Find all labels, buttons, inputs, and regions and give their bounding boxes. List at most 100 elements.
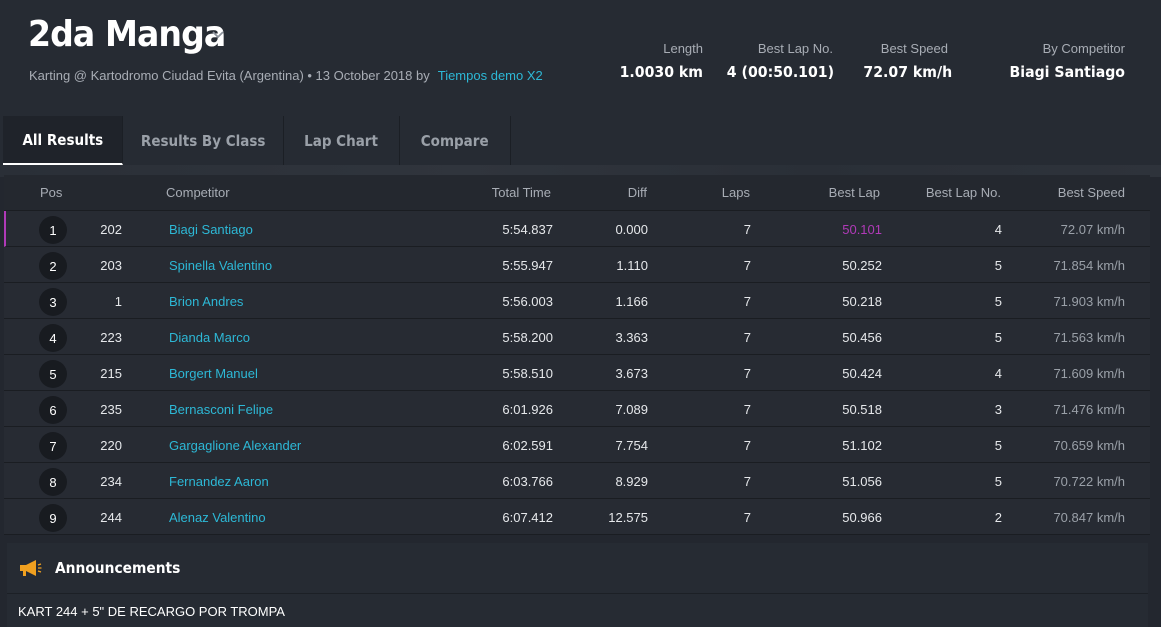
column-header-laps[interactable]: Laps [721, 185, 750, 200]
laps: 7 [743, 330, 751, 345]
total-time: 5:54.837 [502, 222, 553, 237]
best-speed: 71.563 km/h [1053, 330, 1125, 345]
table-row[interactable]: 6 235 Bernasconi Felipe 6:01.926 7.089 7 50.51… [4, 391, 1150, 427]
column-header-competitor[interactable]: Competitor [166, 185, 230, 200]
laps: 7 [743, 222, 751, 237]
diff: 3.363 [615, 330, 648, 345]
table-row[interactable]: 4 223 Dianda Marco 5:58.200 3.363 7 50.456 5 71.… [4, 319, 1150, 355]
best-lap-no: 5 [994, 330, 1002, 345]
best-lap: 50.252 [842, 258, 882, 273]
best-lap: 50.424 [842, 366, 882, 381]
diff: 1.166 [615, 294, 648, 309]
stat-best-speed: Best Speed 72.07 km/h [858, 41, 952, 81]
position-badge: 8 [39, 468, 67, 496]
best-speed: 71.476 km/h [1053, 402, 1125, 417]
kart-number: 215 [100, 366, 122, 381]
total-time: 6:07.412 [502, 510, 553, 525]
laps: 7 [743, 510, 751, 525]
best-lap-no: 4 [994, 366, 1002, 381]
results-tabs: All Results Results By Class Lap Chart C… [0, 116, 1161, 165]
best-lap-no: 4 [994, 222, 1002, 237]
chevron-down-icon[interactable] [210, 26, 232, 48]
kart-number: 235 [100, 402, 122, 417]
organizer-link[interactable]: Tiempos demo X2 [437, 68, 543, 83]
stat-value: Biagi Santiago [1009, 63, 1125, 81]
event-info: Karting @ Kartodromo Ciudad Evita (Argen… [29, 68, 430, 83]
best-speed: 71.854 km/h [1053, 258, 1125, 273]
announcements-header: Announcements [7, 543, 1148, 594]
column-header-best-lap-no[interactable]: Best Lap No. [925, 185, 1001, 200]
position-badge: 2 [39, 252, 67, 280]
results-header: 2da Manga Karting @ Kartodromo Ciudad Ev… [0, 0, 1161, 116]
table-row[interactable]: 2 203 Spinella Valentino 5:55.947 1.110 7 50.2… [4, 247, 1150, 283]
best-speed: 70.659 km/h [1053, 438, 1125, 453]
laps: 7 [743, 438, 751, 453]
diff: 7.089 [615, 402, 648, 417]
kart-number: 203 [100, 258, 122, 273]
competitor-link[interactable]: Dianda Marco [169, 330, 250, 345]
table-body: 1 202 Biagi Santiago 5:54.837 0.000 7 50.101 4 7… [4, 211, 1150, 535]
diff: 7.754 [615, 438, 648, 453]
total-time: 6:02.591 [502, 438, 553, 453]
best-speed: 72.07 km/h [1060, 222, 1125, 237]
tab-lap-chart[interactable]: Lap Chart [284, 116, 400, 165]
best-lap-no: 3 [994, 402, 1002, 417]
best-lap: 51.056 [842, 474, 882, 489]
table-row[interactable]: 3 1 Brion Andres 5:56.003 1.166 7 50.218 5 71.90… [4, 283, 1150, 319]
kart-number: 202 [100, 222, 122, 237]
best-lap-no: 5 [994, 294, 1002, 309]
best-speed: 70.722 km/h [1053, 474, 1125, 489]
total-time: 5:56.003 [502, 294, 553, 309]
table-row[interactable]: 9 244 Alenaz Valentino 6:07.412 12.575 7 50.96… [4, 499, 1150, 535]
kart-number: 234 [100, 474, 122, 489]
column-header-diff[interactable]: Diff [627, 185, 647, 200]
announcement-text: KART 244 + 5" DE RECARGO POR TROMPA [18, 604, 285, 619]
diff: 12.575 [608, 510, 648, 525]
kart-number: 223 [100, 330, 122, 345]
competitor-link[interactable]: Bernasconi Felipe [169, 402, 274, 417]
results-table: Pos Competitor Total Time Diff Laps Best… [4, 175, 1150, 535]
stat-best-lap-no: Best Lap No. 4 (00:50.101) [720, 41, 834, 81]
table-row[interactable]: 8 234 Fernandez Aaron 6:03.766 8.929 7 51.056 5… [4, 463, 1150, 499]
position-badge: 7 [39, 432, 67, 460]
tab-all-results[interactable]: All Results [3, 116, 123, 165]
tab-results-by-class[interactable]: Results By Class [123, 116, 284, 165]
position-badge: 4 [39, 324, 67, 352]
competitor-link[interactable]: Alenaz Valentino [169, 510, 266, 525]
position-badge: 5 [39, 360, 67, 388]
position-badge: 1 [39, 216, 67, 244]
background-strip [0, 165, 1161, 177]
best-lap-no: 5 [994, 474, 1002, 489]
table-row[interactable]: 7 220 Gargaglione Alexander 6:02.591 7.754 7 5… [4, 427, 1150, 463]
best-speed: 71.903 km/h [1053, 294, 1125, 309]
diff: 1.110 [616, 258, 648, 273]
best-lap: 51.102 [842, 438, 882, 453]
table-row[interactable]: 5 215 Borgert Manuel 5:58.510 3.673 7 50.424 4 7… [4, 355, 1150, 391]
best-lap: 50.966 [842, 510, 882, 525]
competitor-link[interactable]: Spinella Valentino [169, 258, 273, 273]
table-header: Pos Competitor Total Time Diff Laps Best… [4, 175, 1150, 211]
column-header-total-time[interactable]: Total Time [491, 185, 551, 200]
best-lap-no: 5 [994, 258, 1002, 273]
event-subtitle: Karting @ Kartodromo Ciudad Evita (Argen… [29, 66, 589, 86]
competitor-link[interactable]: Fernandez Aaron [169, 474, 269, 489]
position-badge: 3 [39, 288, 67, 316]
tab-compare[interactable]: Compare [400, 116, 511, 165]
competitor-link[interactable]: Borgert Manuel [169, 366, 258, 381]
stat-value: 1.0030 km [619, 63, 703, 81]
column-header-best-lap[interactable]: Best Lap [828, 185, 880, 200]
column-header-pos[interactable]: Pos [40, 185, 63, 200]
competitor-link[interactable]: Biagi Santiago [169, 222, 253, 237]
stat-label: Best Lap No. [757, 41, 833, 56]
best-lap: 50.518 [842, 402, 882, 417]
laps: 7 [743, 474, 751, 489]
stat-label: Length [663, 41, 703, 56]
stat-label: Best Speed [880, 41, 948, 56]
competitor-link[interactable]: Gargaglione Alexander [169, 438, 302, 453]
table-row[interactable]: 1 202 Biagi Santiago 5:54.837 0.000 7 50.101 4 7… [4, 211, 1150, 247]
diff: 3.673 [615, 366, 648, 381]
column-header-best-speed[interactable]: Best Speed [1057, 185, 1125, 200]
competitor-link[interactable]: Brion Andres [169, 294, 244, 309]
announcements-title: Announcements [55, 559, 181, 577]
total-time: 5:58.510 [502, 366, 553, 381]
